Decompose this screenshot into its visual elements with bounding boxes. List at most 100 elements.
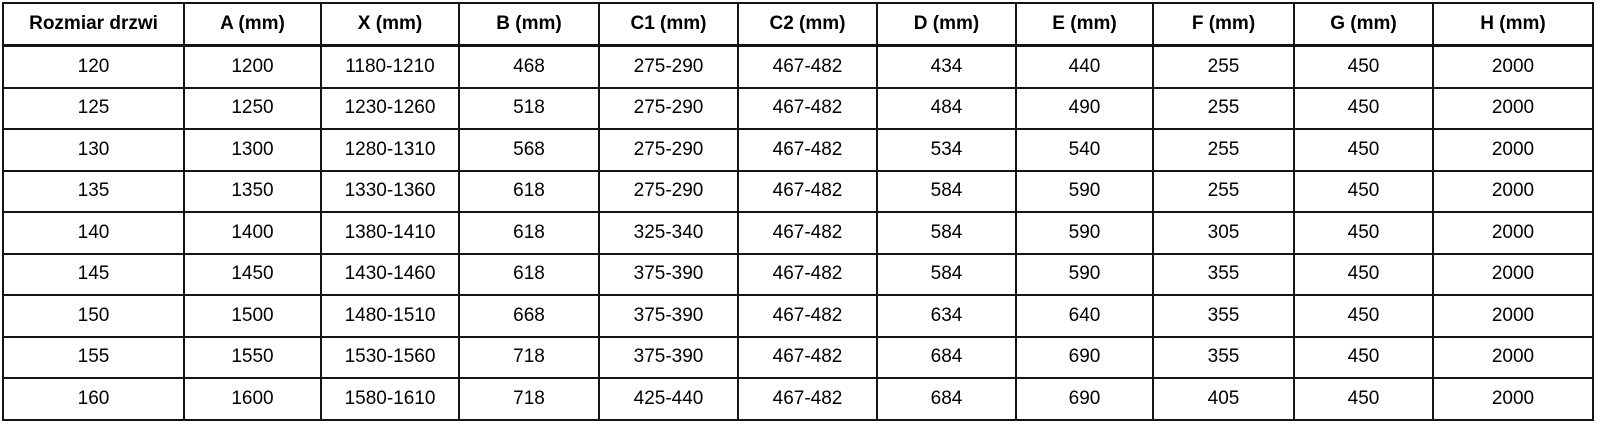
table-cell: 468 xyxy=(458,44,600,89)
table-cell: 1530-1560 xyxy=(320,335,460,379)
table-row: 155 1550 1530-1560 718 375-390 467-482 684 690 3… xyxy=(2,335,1594,379)
table-cell: 2000 xyxy=(1432,335,1594,379)
column-header: F (mm) xyxy=(1152,2,1295,47)
table-cell: 584 xyxy=(876,169,1017,213)
table-cell: 2000 xyxy=(1432,211,1594,255)
table-cell: 275-290 xyxy=(598,44,739,89)
column-header: C1 (mm) xyxy=(598,2,739,47)
table-row: 125 1250 1230-1260 518 275-290 467-482 484 490 2… xyxy=(2,86,1594,130)
table-cell: 434 xyxy=(876,44,1017,89)
table-cell: 467-482 xyxy=(737,86,878,130)
table-cell: 375-390 xyxy=(598,335,739,379)
table-cell: 684 xyxy=(876,377,1017,421)
table-cell: 1550 xyxy=(183,335,322,379)
table-row: 135 1350 1330-1360 618 275-290 467-482 584 590 2… xyxy=(2,169,1594,213)
door-dimensions-table: Rozmiar drzwi A (mm) X (mm) B (mm) C1 (mm) C2… xyxy=(2,2,1594,421)
table-cell: 690 xyxy=(1015,335,1154,379)
table-cell: 275-290 xyxy=(598,128,739,172)
table-cell: 120 xyxy=(2,44,185,89)
column-header: G (mm) xyxy=(1293,2,1434,47)
table-cell: 145 xyxy=(2,252,185,296)
table-cell: 405 xyxy=(1152,377,1295,421)
table-cell: 2000 xyxy=(1432,86,1594,130)
table-cell: 634 xyxy=(876,294,1017,338)
table-cell: 275-290 xyxy=(598,86,739,130)
column-header: A (mm) xyxy=(183,2,322,47)
table-cell: 450 xyxy=(1293,211,1434,255)
table-cell: 518 xyxy=(458,86,600,130)
table-cell: 255 xyxy=(1152,44,1295,89)
table-cell: 2000 xyxy=(1432,44,1594,89)
table-cell: 1330-1360 xyxy=(320,169,460,213)
table-cell: 1400 xyxy=(183,211,322,255)
table-cell: 450 xyxy=(1293,335,1434,379)
table-cell: 1500 xyxy=(183,294,322,338)
table-cell: 355 xyxy=(1152,335,1295,379)
table-row: 130 1300 1280-1310 568 275-290 467-482 534 540 2… xyxy=(2,128,1594,172)
table-cell: 1430-1460 xyxy=(320,252,460,296)
table-cell: 255 xyxy=(1152,86,1295,130)
column-header: Rozmiar drzwi xyxy=(2,2,185,47)
table-cell: 490 xyxy=(1015,86,1154,130)
column-header: B (mm) xyxy=(458,2,600,47)
table-cell: 125 xyxy=(2,86,185,130)
table-cell: 540 xyxy=(1015,128,1154,172)
table-cell: 467-482 xyxy=(737,252,878,296)
table-cell: 140 xyxy=(2,211,185,255)
table-cell: 1180-1210 xyxy=(320,44,460,89)
table-cell: 150 xyxy=(2,294,185,338)
table-cell: 467-482 xyxy=(737,128,878,172)
table-cell: 590 xyxy=(1015,169,1154,213)
table-cell: 618 xyxy=(458,169,600,213)
table-cell: 568 xyxy=(458,128,600,172)
table-cell: 375-390 xyxy=(598,294,739,338)
table-cell: 2000 xyxy=(1432,252,1594,296)
header-row: Rozmiar drzwi A (mm) X (mm) B (mm) C1 (mm) C2… xyxy=(2,2,1594,47)
table-cell: 355 xyxy=(1152,252,1295,296)
table-header: Rozmiar drzwi A (mm) X (mm) B (mm) C1 (mm) C2… xyxy=(2,2,1594,47)
table-body: 120 1200 1180-1210 468 275-290 467-482 434 440 2… xyxy=(2,44,1594,421)
table-cell: 690 xyxy=(1015,377,1154,421)
table-cell: 1600 xyxy=(183,377,322,421)
table-cell: 467-482 xyxy=(737,294,878,338)
table-cell: 618 xyxy=(458,211,600,255)
column-header: H (mm) xyxy=(1432,2,1594,47)
table-cell: 684 xyxy=(876,335,1017,379)
table-cell: 2000 xyxy=(1432,128,1594,172)
table-cell: 255 xyxy=(1152,169,1295,213)
table-cell: 1450 xyxy=(183,252,322,296)
table-cell: 718 xyxy=(458,335,600,379)
table-cell: 1280-1310 xyxy=(320,128,460,172)
table-row: 160 1600 1580-1610 718 425-440 467-482 684 690 4… xyxy=(2,377,1594,421)
table-cell: 450 xyxy=(1293,294,1434,338)
column-header: C2 (mm) xyxy=(737,2,878,47)
table-cell: 590 xyxy=(1015,252,1154,296)
door-dimensions-table-container: Rozmiar drzwi A (mm) X (mm) B (mm) C1 (mm) C2… xyxy=(2,2,1594,421)
column-header: E (mm) xyxy=(1015,2,1154,47)
table-cell: 1480-1510 xyxy=(320,294,460,338)
table-cell: 1380-1410 xyxy=(320,211,460,255)
table-cell: 1300 xyxy=(183,128,322,172)
table-row: 140 1400 1380-1410 618 325-340 467-482 584 590 3… xyxy=(2,211,1594,255)
table-cell: 355 xyxy=(1152,294,1295,338)
column-header: D (mm) xyxy=(876,2,1017,47)
table-cell: 135 xyxy=(2,169,185,213)
table-cell: 450 xyxy=(1293,44,1434,89)
table-cell: 2000 xyxy=(1432,377,1594,421)
table-cell: 584 xyxy=(876,211,1017,255)
table-cell: 275-290 xyxy=(598,169,739,213)
table-row: 150 1500 1480-1510 668 375-390 467-482 634 640 3… xyxy=(2,294,1594,338)
table-cell: 325-340 xyxy=(598,211,739,255)
table-cell: 155 xyxy=(2,335,185,379)
table-cell: 467-482 xyxy=(737,377,878,421)
table-cell: 1350 xyxy=(183,169,322,213)
table-cell: 450 xyxy=(1293,252,1434,296)
table-cell: 640 xyxy=(1015,294,1154,338)
table-cell: 1230-1260 xyxy=(320,86,460,130)
table-cell: 2000 xyxy=(1432,169,1594,213)
table-cell: 425-440 xyxy=(598,377,739,421)
table-cell: 718 xyxy=(458,377,600,421)
table-row: 145 1450 1430-1460 618 375-390 467-482 584 590 3… xyxy=(2,252,1594,296)
table-cell: 255 xyxy=(1152,128,1295,172)
table-cell: 450 xyxy=(1293,169,1434,213)
